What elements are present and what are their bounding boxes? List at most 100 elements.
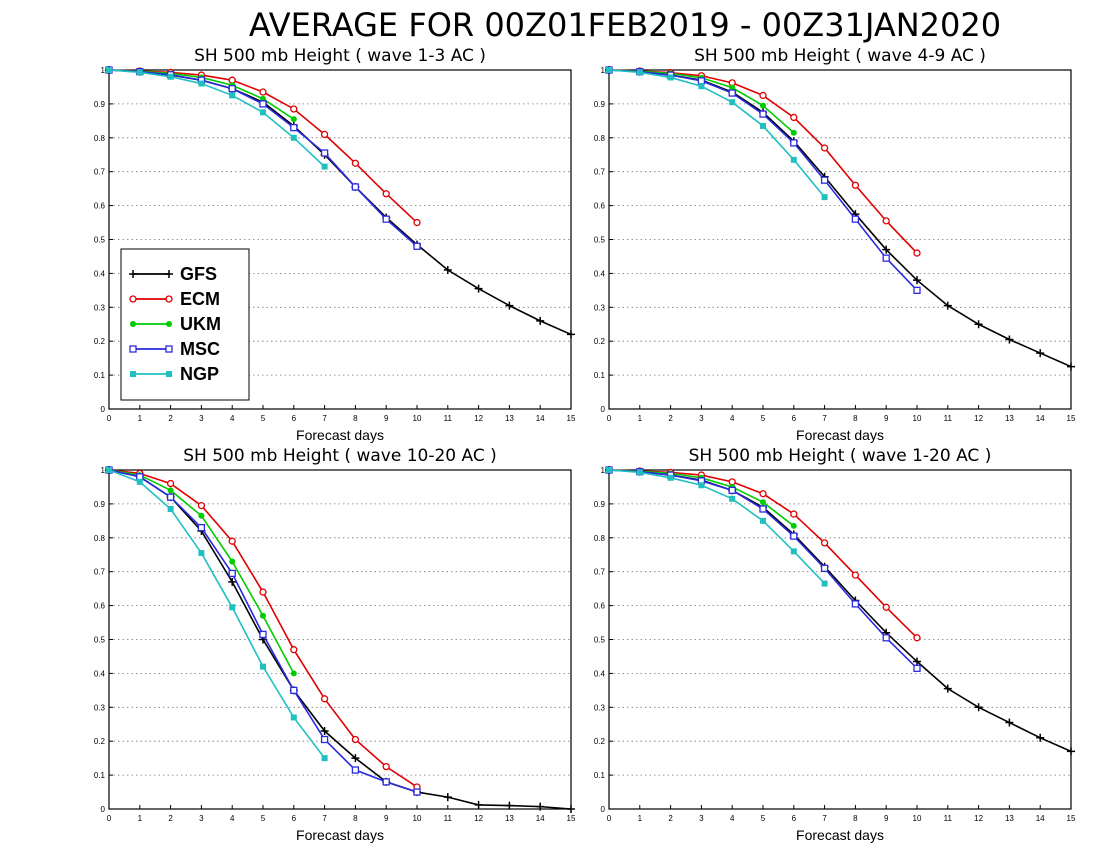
y-tick-label: 0.5 — [94, 236, 106, 245]
data-point-ecm — [351, 159, 360, 167]
data-point-ngp — [106, 67, 112, 73]
data-point-gfs — [974, 703, 983, 712]
data-point-ngp — [198, 80, 205, 87]
legend-marker — [166, 371, 172, 377]
data-point-ngp — [260, 109, 266, 116]
y-tick-label: 0.7 — [594, 168, 606, 177]
data-point-msc — [320, 735, 329, 744]
x-tick-label: 9 — [884, 414, 889, 423]
y-tick-label: 0.3 — [594, 703, 606, 712]
data-point-ngp — [729, 99, 736, 106]
x-tick-label: 15 — [567, 414, 576, 423]
x-axis-label: Forecast days — [796, 427, 884, 443]
x-tick-label: 12 — [974, 814, 983, 823]
x-tick-label: 3 — [699, 414, 704, 423]
data-point-ngp — [667, 474, 674, 481]
x-tick-label: 0 — [107, 414, 112, 423]
x-tick-label: 15 — [567, 814, 576, 823]
data-point-ecm — [882, 603, 890, 611]
series-line-ngp — [608, 69, 826, 198]
x-tick-label: 1 — [638, 814, 643, 823]
data-point-msc — [882, 634, 890, 642]
data-point-gfs — [974, 320, 983, 329]
y-tick-label: 0.1 — [594, 371, 606, 380]
x-tick-label: 3 — [699, 814, 704, 823]
y-tick-label: 0.9 — [94, 500, 106, 509]
data-point-ngp — [790, 156, 797, 163]
data-point-ngp — [106, 467, 112, 473]
data-point-ngp — [321, 163, 328, 170]
data-point-ukm — [167, 487, 174, 494]
data-point-ecm — [759, 91, 767, 100]
data-point-ukm — [260, 612, 266, 619]
series-line-gfs — [608, 469, 1072, 753]
data-point-ngp — [229, 92, 236, 99]
y-tick-label: 0.2 — [94, 737, 106, 746]
x-tick-label: 9 — [384, 814, 389, 823]
x-tick-label: 4 — [730, 814, 735, 823]
data-point-msc — [259, 100, 267, 108]
y-tick-label: 0.6 — [94, 202, 106, 211]
data-point-ecm — [790, 113, 798, 122]
data-point-ecm — [290, 105, 298, 113]
data-point-msc — [820, 564, 829, 572]
y-tick-label: 0.3 — [594, 303, 606, 312]
data-point-msc — [228, 84, 236, 93]
data-point-msc — [320, 149, 329, 157]
x-tick-label: 13 — [1005, 814, 1014, 823]
data-point-ecm — [790, 510, 798, 518]
data-point-gfs — [882, 245, 891, 254]
y-tick-label: 0.8 — [94, 134, 106, 143]
series-ecm — [105, 66, 421, 227]
legend-marker — [129, 345, 137, 353]
panel-title: SH 500 mb Height ( wave 4-9 AC ) — [694, 46, 986, 66]
legend-item-msc: MSC — [129, 339, 220, 359]
y-tick-label: 0.6 — [94, 602, 106, 611]
y-tick-label: 0.6 — [594, 202, 606, 211]
legend-marker — [130, 371, 136, 377]
series-line-ngp — [108, 69, 326, 168]
y-tick-label: 0 — [601, 805, 606, 814]
data-point-ngp — [821, 580, 828, 587]
data-point-ngp — [606, 67, 612, 73]
legend-label: MSC — [180, 339, 220, 359]
data-point-gfs — [536, 802, 545, 811]
series-msc — [105, 466, 421, 796]
series-msc — [605, 66, 921, 295]
data-point-ngp — [790, 548, 797, 555]
data-point-gfs — [505, 801, 514, 810]
x-tick-label: 13 — [505, 414, 514, 423]
x-tick-label: 7 — [822, 814, 827, 823]
x-tick-label: 2 — [168, 414, 173, 423]
legend-label: UKM — [180, 314, 221, 334]
y-tick-label: 0.4 — [594, 269, 606, 278]
data-point-ngp — [321, 755, 328, 762]
data-point-msc — [851, 600, 860, 608]
data-point-ukm — [198, 512, 205, 519]
x-tick-label: 11 — [444, 814, 453, 823]
x-tick-label: 8 — [853, 814, 858, 823]
x-tick-label: 2 — [168, 814, 173, 823]
y-tick-label: 0.9 — [94, 100, 106, 109]
data-point-ukm — [729, 84, 736, 91]
data-point-msc — [259, 630, 267, 639]
x-tick-label: 11 — [944, 814, 953, 823]
x-tick-label: 9 — [884, 814, 889, 823]
x-tick-label: 2 — [668, 414, 673, 423]
data-point-ukm — [229, 558, 236, 565]
x-tick-label: 1 — [638, 414, 643, 423]
x-tick-label: 15 — [1067, 414, 1076, 423]
data-point-gfs — [913, 276, 921, 285]
data-point-gfs — [1005, 335, 1014, 344]
data-point-msc — [728, 89, 736, 97]
data-point-gfs — [567, 805, 575, 813]
x-tick-label: 12 — [474, 814, 483, 823]
y-tick-label: 0.3 — [94, 303, 106, 312]
data-point-msc — [351, 766, 360, 774]
x-tick-label: 1 — [138, 814, 143, 823]
y-tick-label: 1 — [101, 466, 106, 475]
legend-marker — [165, 270, 173, 278]
x-tick-label: 0 — [607, 414, 612, 423]
x-tick-label: 11 — [944, 414, 953, 423]
data-point-ecm — [228, 537, 236, 545]
